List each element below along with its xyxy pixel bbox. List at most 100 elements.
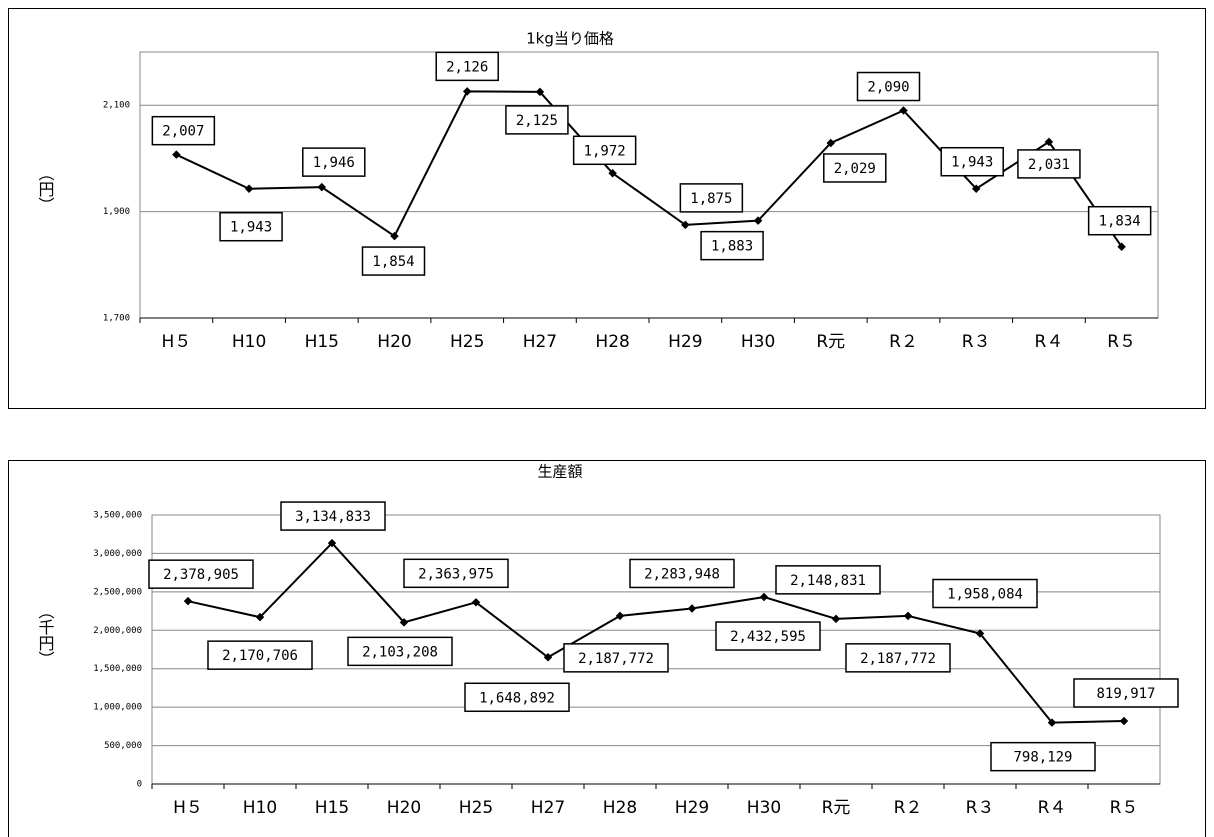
value-label-box: [148, 559, 254, 589]
point: [317, 182, 327, 192]
x-tick-label: R５: [1110, 798, 1139, 818]
x-tick-label: R４: [1038, 798, 1067, 818]
value-label: 2,029: [834, 161, 876, 177]
x-tick-label: H29: [668, 332, 702, 352]
value-label-box: [940, 146, 1004, 177]
x-tick-label: R元: [816, 332, 845, 352]
value-label: 1,972: [584, 143, 626, 159]
value-label: 1,943: [951, 155, 993, 171]
value-label-box: [823, 153, 887, 183]
value-label-box: [151, 115, 216, 146]
x-tick-label: H10: [232, 332, 266, 352]
value-label: 2,125: [516, 113, 558, 129]
point: [390, 231, 399, 241]
value-label: 2,148,831: [790, 573, 866, 589]
point: [244, 184, 254, 193]
value-label: 1,883: [711, 239, 753, 255]
value-label-box: [700, 230, 764, 261]
y-tick-label: 500,000: [104, 741, 142, 751]
y-tick-label: 1,000,000: [93, 703, 142, 713]
x-tick-label: R５: [1107, 332, 1136, 352]
x-tick-label: H20: [387, 798, 421, 818]
value-label-box: [302, 147, 366, 177]
value-label: 2,187,772: [578, 651, 654, 667]
x-tick-label: H25: [450, 332, 484, 352]
x-tick-label: H28: [595, 332, 629, 352]
value-label-box: [1017, 149, 1081, 179]
value-label: 798,129: [1013, 750, 1072, 766]
value-label: 2,432,595: [730, 629, 806, 645]
y-tick-label: 3,000,000: [93, 549, 142, 559]
x-tick-label: R２: [894, 798, 923, 818]
value-label-box: [464, 682, 570, 713]
value-label: 2,378,905: [163, 567, 239, 583]
value-label-box: [563, 643, 669, 673]
point: [903, 611, 913, 621]
value-label: 2,283,948: [644, 566, 720, 582]
value-label-box: [403, 558, 509, 589]
value-label: 2,363,975: [418, 566, 494, 582]
x-tick-label: R３: [966, 798, 995, 818]
y-tick-label: 2,100: [103, 101, 130, 111]
x-tick-label: R３: [962, 332, 991, 352]
value-label-box: [572, 135, 637, 166]
x-tick-label: R元: [822, 798, 851, 818]
point: [399, 618, 409, 627]
value-label-box: [1073, 678, 1179, 708]
value-label: 1,854: [372, 254, 414, 270]
y-tick-label: 1,700: [103, 314, 130, 324]
point: [975, 629, 985, 638]
value-label-box: [361, 246, 426, 276]
point: [255, 612, 265, 622]
point: [687, 604, 697, 613]
value-label-box: [845, 643, 951, 673]
value-label-box: [679, 183, 744, 213]
x-tick-label: H15: [315, 798, 349, 818]
value-label-box: [715, 621, 821, 651]
value-label: 1,875: [690, 191, 732, 207]
chart-title: 生産額: [537, 463, 582, 481]
value-label: 1,834: [1099, 214, 1141, 230]
x-tick-label: H20: [377, 332, 411, 352]
value-label: 2,126: [446, 59, 488, 75]
x-tick-label: R４: [1035, 332, 1064, 352]
x-tick-label: H５: [161, 332, 191, 352]
y-tick-label: 0: [137, 780, 142, 790]
value-label-box: [775, 565, 881, 595]
x-tick-label: H27: [531, 798, 565, 818]
value-label-box: [856, 71, 921, 102]
x-tick-label: H10: [243, 798, 277, 818]
point: [1047, 718, 1057, 727]
y-axis-label: （千円）: [36, 603, 55, 667]
point: [759, 592, 769, 602]
value-label-box: [219, 211, 283, 242]
value-label: 1,946: [313, 155, 355, 171]
value-label-box: [1087, 205, 1152, 236]
x-tick-label: H25: [459, 798, 493, 818]
point: [543, 653, 553, 662]
value-label: 1,648,892: [479, 690, 555, 706]
point: [172, 150, 181, 159]
y-tick-label: 2,500,000: [93, 587, 142, 597]
plot-area: [139, 51, 1159, 319]
value-label: 3,134,833: [295, 509, 371, 525]
value-label: 2,007: [162, 124, 204, 140]
y-tick-label: 2,000,000: [93, 626, 142, 636]
value-label-box: [932, 578, 1038, 609]
value-label-box: [347, 636, 453, 667]
value-label-box: [505, 105, 569, 135]
value-label: 2,187,772: [860, 651, 936, 667]
value-label: 2,031: [1028, 157, 1070, 173]
y-tick-label: 3,500,000: [93, 511, 142, 521]
x-tick-label: H30: [741, 332, 775, 352]
y-tick-label: 1,500,000: [93, 664, 142, 674]
x-tick-label: H５: [173, 798, 203, 818]
y-tick-label: 1,900: [103, 207, 130, 217]
value-label: 2,090: [867, 80, 909, 96]
value-label: 2,170,706: [222, 648, 298, 664]
value-label-box: [207, 640, 313, 670]
point: [327, 538, 337, 548]
x-tick-label: H28: [603, 798, 637, 818]
value-label: 819,917: [1096, 686, 1155, 702]
